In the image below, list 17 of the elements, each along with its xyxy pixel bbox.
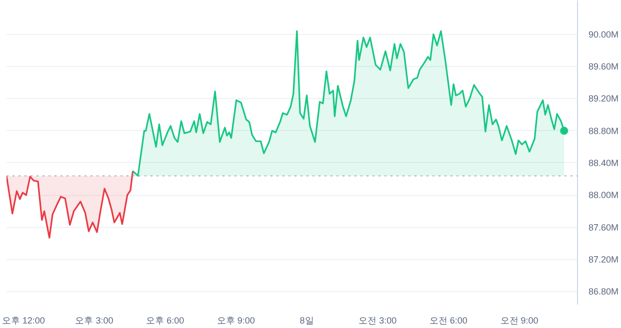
x-tick-label: 오후 6:00 [146, 316, 184, 326]
y-tick-label: 88.00M [588, 190, 619, 200]
y-tick-label: 89.20M [588, 94, 619, 104]
y-tick-label: 86.80M [588, 286, 619, 297]
y-tick-label: 87.60M [588, 222, 619, 232]
y-tick-label: 87.20M [588, 254, 619, 264]
y-tick-label: 89.60M [588, 61, 619, 72]
x-tick-label: 오후 9:00 [216, 316, 255, 326]
y-tick-label: 88.80M [588, 126, 619, 136]
x-tick-label: 오전 3:00 [358, 316, 397, 326]
x-tick-label: 오후 3:00 [75, 316, 114, 326]
x-tick-label: 오전 6:00 [429, 316, 468, 326]
x-tick-label: 오전 9:00 [500, 316, 538, 326]
y-tick-label: 90.00M [588, 29, 619, 40]
x-tick-label: 오후 12:00 [2, 316, 45, 326]
y-tick-label: 88.40M [588, 158, 619, 168]
x-tick-label: 8일 [300, 316, 314, 326]
